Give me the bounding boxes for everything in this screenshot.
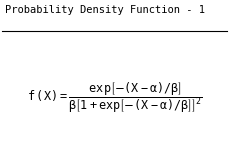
Text: $\mathtt{f}\,\mathtt{(X)=}\dfrac{\mathtt{exp}\left[-\mathtt{(X-\alpha)/\beta}\ri: $\mathtt{f}\,\mathtt{(X)=}\dfrac{\mathtt… xyxy=(27,80,202,115)
Text: Probability Density Function - 1: Probability Density Function - 1 xyxy=(5,5,204,15)
